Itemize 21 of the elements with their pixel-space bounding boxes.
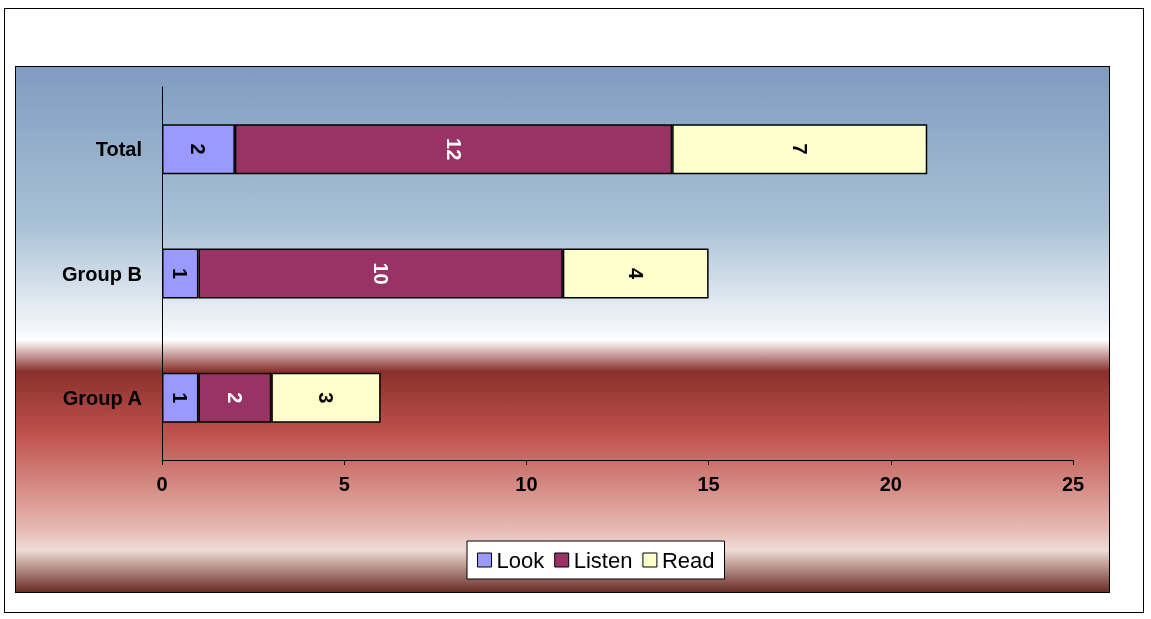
- data-label: 4: [624, 267, 647, 280]
- x-tick-label: 20: [879, 473, 902, 495]
- x-tick-label: 5: [338, 473, 350, 495]
- x-tick-label: 25: [1061, 473, 1085, 495]
- data-label: 2: [187, 143, 210, 155]
- data-label: 3: [314, 392, 337, 404]
- x-tick-label: 15: [697, 473, 720, 495]
- y-tick-label: Total: [95, 138, 142, 161]
- data-label: 12: [442, 138, 465, 161]
- data-label: 7: [788, 143, 811, 155]
- data-label: 2: [223, 392, 246, 404]
- y-tick-label: Group B: [62, 262, 142, 285]
- data-label: 1: [169, 267, 192, 280]
- x-tick-label: 0: [156, 473, 168, 495]
- legend-label: Look: [496, 547, 546, 573]
- legend-label: Read: [661, 547, 715, 573]
- y-tick-label: Group A: [62, 386, 142, 409]
- legend-label: Listen: [573, 547, 633, 573]
- x-tick-label: 10: [515, 473, 538, 495]
- data-label: 1: [169, 392, 192, 404]
- data-label: 10: [369, 262, 392, 285]
